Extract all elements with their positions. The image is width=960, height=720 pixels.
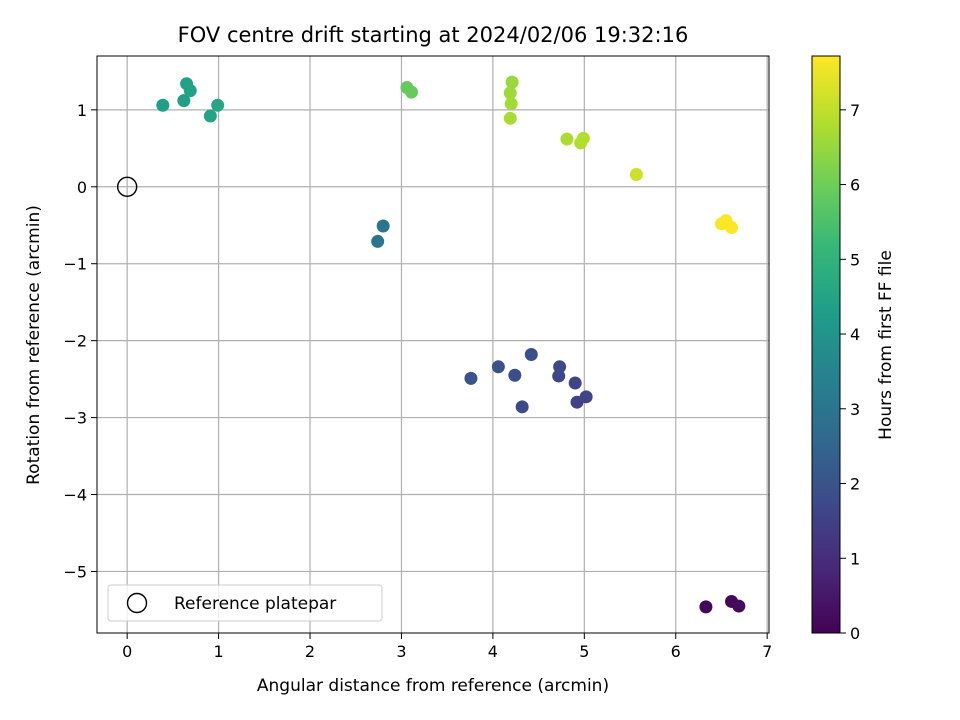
data-point [203,109,217,123]
data-point [629,167,643,181]
data-point [560,132,574,146]
data-point [491,360,505,374]
colorbar-tick-label: 5 [850,250,860,269]
colorbar-ticks: 0 1 2 3 4 5 6 7 [840,101,860,643]
colorbar-frame [811,55,841,634]
colorbar-tick-label: 6 [850,176,860,195]
data-point [508,368,522,382]
colorbar-tick-label: 7 [850,101,860,120]
legend: Reference platepar [107,584,383,622]
data-point [505,75,519,89]
x-tick-label: 3 [396,642,406,661]
colorbar-label: Hours from first FF file [876,250,896,440]
data-point [524,348,538,362]
x-tick-label: 5 [579,642,589,661]
x-tick-label: 6 [671,642,681,661]
data-point [177,94,191,108]
grid [97,56,769,633]
colorbar-gradient [812,56,840,633]
reference-point-marker [116,176,138,197]
x-tick-label: 7 [762,642,772,661]
data-point [183,84,197,98]
colorbar-tick-label: 1 [850,549,860,568]
colorbar-tick-label: 0 [850,624,860,643]
data-point [503,86,517,100]
x-tick-label: 1 [214,642,224,661]
x-tick-label: 0 [122,642,132,661]
x-axis-label: Angular distance from reference (arcmin) [257,676,609,696]
data-point [725,221,739,235]
x-axis-ticks: 0 1 2 3 4 5 6 7 [122,633,772,661]
colorbar-tick-label: 4 [850,325,860,344]
y-tick-label: 0 [77,178,87,197]
y-tick-label: −2 [63,332,87,351]
y-tick-label: −3 [63,409,87,428]
colorbar-tick-label: 3 [850,400,860,419]
data-point [371,234,385,248]
data-point [553,360,567,374]
data-point [503,111,517,125]
y-tick-label: 1 [77,101,87,120]
x-tick-label: 4 [488,642,498,661]
reference-marker-layer [116,176,138,197]
data-point [515,400,529,414]
data-point [464,371,478,385]
y-tick-label: −4 [63,486,87,505]
data-point [504,97,518,111]
legend-marker-reference [126,592,148,614]
y-axis-label: Rotation from reference (arcmin) [24,205,44,485]
colorbar: 0 1 2 3 4 5 6 7 Hours from first FF file [811,55,896,643]
data-point [568,376,582,390]
y-axis-ticks: −5 −4 −3 −2 −1 0 1 [63,101,97,581]
colorbar-tick-label: 2 [850,475,860,494]
plot-frame [96,55,770,634]
data-point [699,600,713,614]
legend-label-reference: Reference platepar [174,594,336,614]
data-points [156,75,746,614]
data-point [156,98,170,112]
data-point [405,85,419,99]
data-point [579,390,593,404]
chart-title: FOV centre drift starting at 2024/02/06 … [178,23,689,47]
legend-box [107,584,383,622]
data-point [376,219,390,233]
data-point [576,131,590,145]
data-point [211,98,225,112]
x-tick-label: 2 [305,642,315,661]
data-point [732,599,746,613]
y-tick-label: −5 [63,562,87,581]
y-tick-label: −1 [63,255,87,274]
plot-area [97,56,769,633]
